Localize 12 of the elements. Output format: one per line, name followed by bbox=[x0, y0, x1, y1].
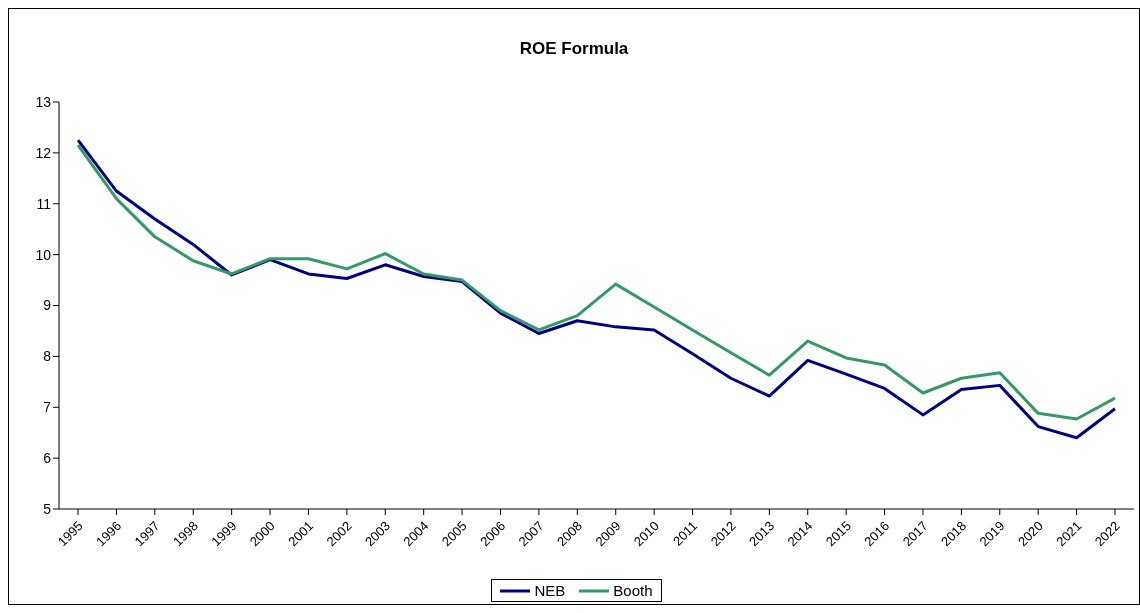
y-tick-label: 13 bbox=[35, 93, 52, 110]
legend-label: Booth bbox=[612, 582, 653, 599]
y-tick-label: 11 bbox=[36, 195, 52, 212]
y-tick-label: 6 bbox=[43, 450, 52, 467]
chart-title: ROE Formula bbox=[518, 39, 630, 59]
legend-label: NEB bbox=[533, 582, 566, 599]
y-tick-label: 9 bbox=[43, 297, 52, 314]
y-tick-label: 12 bbox=[35, 144, 52, 161]
y-tick-label: 10 bbox=[35, 246, 52, 263]
y-tick-label: 8 bbox=[43, 348, 52, 365]
y-tick-label: 7 bbox=[43, 399, 52, 416]
y-tick-label: 5 bbox=[43, 500, 52, 517]
